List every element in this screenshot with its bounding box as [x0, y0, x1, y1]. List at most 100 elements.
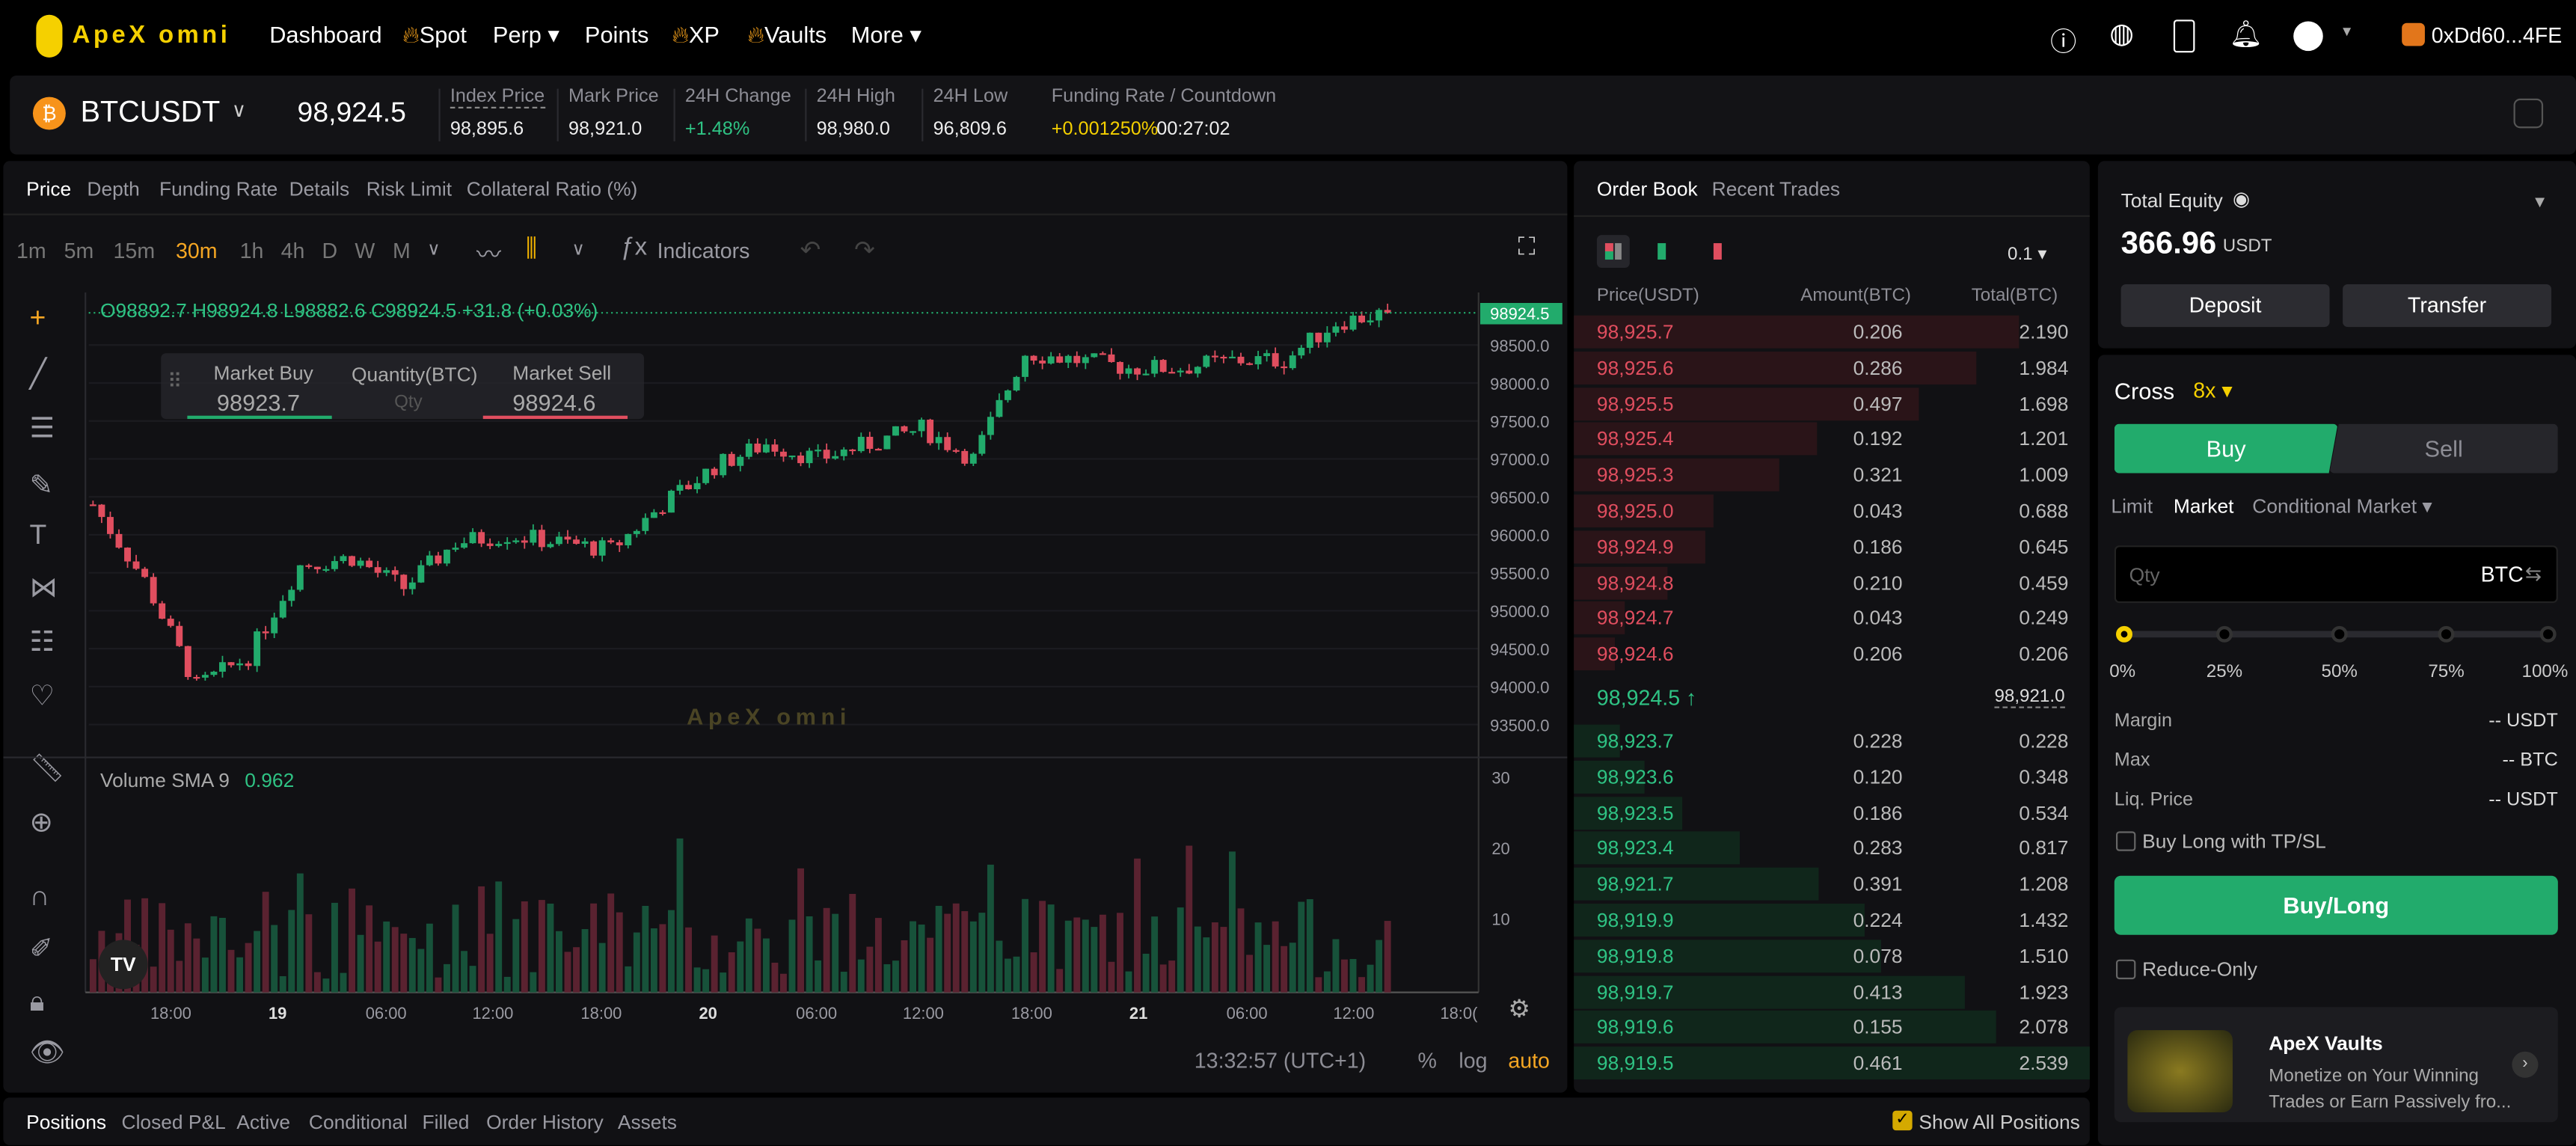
bottom-tab[interactable]: Filled [422, 1110, 470, 1134]
swap-unit-icon[interactable]: ⇆ [2524, 562, 2542, 585]
bid-row[interactable]: 98,921.7 0.391 1.208 [1574, 868, 2090, 901]
bottom-tab[interactable]: Positions [26, 1110, 107, 1134]
ask-row[interactable]: 98,925.4 0.192 1.201 [1574, 423, 2090, 456]
tpsl-checkbox[interactable] [2116, 831, 2136, 851]
interval-dropdown-icon[interactable]: ∨ [427, 239, 441, 260]
favorite-icon[interactable]: ♡ [29, 680, 55, 712]
logo-text[interactable]: ApeX omni [72, 21, 231, 49]
nav-item[interactable]: More ▾ [851, 22, 921, 49]
buy-long-button[interactable]: Buy/Long [2114, 875, 2558, 935]
wallet-address[interactable]: 0xDd60...4FE [2431, 22, 2563, 48]
view-both-icon[interactable] [1596, 235, 1630, 269]
symbol[interactable]: BTCUSDT [80, 95, 221, 129]
slider-stop[interactable] [2331, 625, 2348, 643]
order-type-market[interactable]: Market [2173, 494, 2234, 518]
bid-row[interactable]: 98,919.6 0.155 2.078 [1574, 1011, 2090, 1044]
nav-item[interactable]: 🔥︎Spot [402, 22, 467, 49]
line-chart-icon[interactable]: 〰 [476, 241, 501, 270]
fib-icon[interactable]: ☰ [29, 412, 55, 444]
chart-tab[interactable]: Collateral Ratio (%) [466, 177, 638, 200]
magnet-icon[interactable]: ∩ [29, 880, 50, 913]
ask-row[interactable]: 98,925.6 0.286 1.984 [1574, 351, 2090, 384]
quantity-input[interactable]: Qty [394, 392, 423, 413]
candle-icon[interactable]: ⫼ [525, 235, 538, 263]
interval-button[interactable]: 4h [280, 238, 305, 263]
interval-button[interactable]: 15m [113, 238, 156, 263]
text-icon[interactable]: T [29, 519, 47, 551]
help-icon[interactable]: ⓘ [2050, 29, 2077, 58]
bid-row[interactable]: 98,923.4 0.283 0.817 [1574, 832, 2090, 865]
chart-type-dropdown-icon[interactable]: ∨ [571, 239, 586, 260]
buy-tab[interactable]: Buy [2114, 423, 2338, 474]
prediction-icon[interactable]: ☷ [29, 625, 55, 658]
nav-item[interactable]: Points [585, 22, 648, 48]
bottom-tab[interactable]: Active [236, 1110, 291, 1134]
bid-row[interactable]: 98,923.5 0.186 0.534 [1574, 796, 2090, 830]
drag-handle-icon[interactable]: ⠿ [168, 370, 183, 393]
bid-row[interactable]: 98,919.7 0.413 1.923 [1574, 975, 2090, 1008]
eye-icon[interactable]: 👁︎ [29, 1036, 65, 1068]
slider-stop[interactable] [2438, 625, 2455, 643]
interval-button[interactable]: 1m [16, 238, 46, 263]
lock-draw-icon[interactable]: ✐ [29, 933, 53, 965]
tab-recent-trades[interactable]: Recent Trades [1711, 177, 1841, 200]
undo-icon[interactable]: ↶ [800, 236, 821, 265]
bell-icon[interactable]: 🔔︎ [2229, 21, 2263, 49]
account-dropdown-icon[interactable]: ▼ [2531, 194, 2548, 212]
qty-unit[interactable]: BTC [2480, 562, 2524, 587]
vaults-banner[interactable]: ApeX Vaults Monetize on Your Winning Tra… [2114, 1007, 2558, 1123]
slider-stop[interactable] [2116, 625, 2132, 643]
bottom-tab[interactable]: Conditional [308, 1110, 408, 1134]
chart-tab[interactable]: Depth [87, 177, 140, 200]
candlestick-chart[interactable]: 98500.0 98000.0 97500.0 97000.0 96500.0 96000… [3, 161, 1568, 1092]
bid-row[interactable]: 98,919.8 0.078 1.510 [1574, 939, 2090, 972]
chart-tab[interactable]: Details [289, 177, 350, 200]
interval-button[interactable]: D [322, 238, 338, 263]
bid-row[interactable]: 98,923.6 0.120 0.348 [1574, 760, 2090, 794]
network-dropdown-icon[interactable]: ▾ [2343, 22, 2352, 41]
bid-row[interactable]: 98,919.5 0.461 2.539 [1574, 1047, 2090, 1080]
qty-input[interactable]: Qty BTC ⇆ [2114, 545, 2558, 604]
nav-item[interactable]: 🔥︎XP [672, 22, 720, 49]
tab-order-book[interactable]: Order Book [1596, 177, 1698, 200]
order-type-limit[interactable]: Limit [2111, 494, 2153, 518]
show-all-checkbox[interactable]: ✓ [1892, 1110, 1913, 1131]
ask-row[interactable]: 98,924.9 0.186 0.645 [1574, 530, 2090, 563]
ask-row[interactable]: 98,925.0 0.043 0.688 [1574, 494, 2090, 528]
auto-scale-toggle[interactable]: auto [1508, 1048, 1550, 1073]
ask-row[interactable]: 98,924.6 0.206 0.206 [1574, 637, 2090, 671]
bottom-tab[interactable]: Closed P&L [121, 1110, 226, 1134]
deposit-button[interactable]: Deposit [2120, 284, 2330, 328]
crosshair-icon[interactable]: + [29, 302, 46, 334]
bottom-tab[interactable]: Assets [617, 1110, 677, 1134]
fullscreen-icon[interactable]: ⛶ [1518, 233, 1536, 262]
symbol-dropdown-icon[interactable]: ∨ [231, 98, 247, 122]
indicators-button[interactable]: Indicators [657, 238, 750, 263]
sell-tab[interactable]: Sell [2329, 423, 2558, 474]
chart-tab[interactable]: Funding Rate [159, 177, 278, 200]
nav-item[interactable]: Dashboard [269, 22, 381, 48]
chart-settings-icon[interactable]: ⚙ [1508, 996, 1530, 1024]
ask-row[interactable]: 98,924.8 0.210 0.459 [1574, 566, 2090, 599]
zoom-in-icon[interactable]: ⊕ [29, 806, 53, 839]
brush-icon[interactable]: ✎ [29, 470, 53, 501]
tradingview-logo[interactable]: TV [98, 940, 148, 990]
reduce-only-checkbox[interactable] [2116, 959, 2136, 980]
lock-icon[interactable]: 🔒︎ [29, 985, 45, 1017]
order-type-conditional[interactable]: Conditional Market ▾ [2252, 494, 2432, 518]
precision-select[interactable]: 0.1 ▾ [2008, 245, 2047, 265]
trendline-icon[interactable]: ╱ [29, 358, 47, 390]
transfer-button[interactable]: Transfer [2343, 284, 2552, 328]
pattern-icon[interactable]: ⋈ [29, 572, 58, 604]
ask-row[interactable]: 98,924.7 0.043 0.249 [1574, 601, 2090, 635]
eye-icon[interactable]: ◉ [2232, 187, 2250, 211]
interval-button[interactable]: 30m [176, 238, 218, 263]
globe-icon[interactable]: ◍ [2109, 18, 2134, 49]
interval-button[interactable]: 1h [239, 238, 264, 263]
bid-row[interactable]: 98,919.9 0.224 1.432 [1574, 904, 2090, 937]
redo-icon[interactable]: ↷ [854, 236, 875, 265]
market-buy-button[interactable]: Market Buy 98923.7 [187, 353, 332, 420]
slider-stop[interactable] [2215, 625, 2233, 643]
nav-item[interactable]: 🔥︎Vaults [747, 22, 827, 49]
network-icon[interactable] [2293, 21, 2323, 52]
